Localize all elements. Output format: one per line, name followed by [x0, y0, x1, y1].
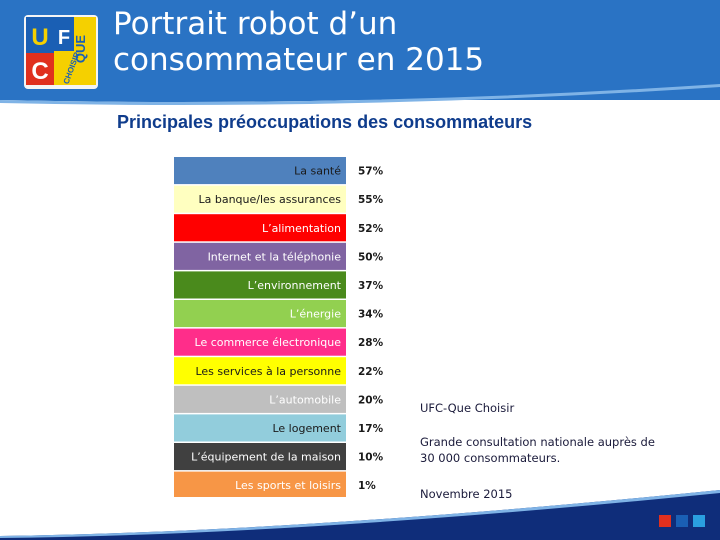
svg-text:F: F [58, 27, 70, 49]
source-organization: UFC-Que Choisir [420, 401, 515, 415]
category-label-5: L’énergie [290, 308, 341, 321]
value-label-0: 57% [358, 166, 384, 178]
value-label-7: 22% [358, 366, 384, 378]
value-label-2: 52% [358, 223, 384, 235]
bar-2 [174, 214, 346, 242]
svg-text:QUE: QUE [73, 35, 88, 64]
bar-7 [174, 357, 346, 385]
bar-5 [174, 300, 346, 328]
bar-3 [174, 242, 346, 270]
value-label-3: 50% [358, 251, 384, 263]
value-label-8: 20% [358, 394, 384, 406]
category-label-1: La banque/les assurances [199, 193, 342, 206]
bar-10 [174, 443, 346, 471]
value-label-5: 34% [358, 309, 384, 321]
concerns-bar-chart: La santé 57% La banque/les assurances 55% L’… [174, 157, 384, 497]
category-label-7: Les services à la personne [195, 365, 341, 378]
bar-9 [174, 414, 346, 442]
footer-square-red [659, 515, 671, 527]
footer-square-blue [676, 515, 688, 527]
category-label-0: La santé [294, 165, 341, 178]
bar-6 [174, 328, 346, 356]
category-label-8: L’automobile [269, 393, 341, 406]
category-label-4: L’environnement [248, 279, 342, 292]
title-line-2: consommateur en 2015 [113, 42, 485, 78]
value-label-11: 1% [358, 480, 376, 492]
value-label-6: 28% [358, 337, 384, 349]
source-description: Grande consultation nationale auprès de … [420, 435, 655, 465]
bar-8 [174, 385, 346, 413]
value-label-10: 10% [358, 452, 384, 464]
value-label-4: 37% [358, 280, 384, 292]
category-label-3: Internet et la téléphonie [208, 250, 342, 263]
title-line-1: Portrait robot d’un [113, 6, 398, 42]
category-label-6: Le commerce électronique [195, 336, 342, 349]
header-swoosh [0, 78, 720, 105]
source-date: Novembre 2015 [420, 487, 513, 501]
bar-0 [174, 157, 346, 185]
bar-4 [174, 271, 346, 299]
svg-text:U: U [31, 24, 48, 51]
bar-1 [174, 185, 346, 213]
category-label-10: L’équipement de la maison [191, 451, 341, 464]
chart-subtitle: Principales préoccupations des consommat… [117, 112, 533, 132]
category-label-2: L’alimentation [262, 222, 341, 235]
bar-11 [174, 471, 346, 497]
svg-text:C: C [31, 58, 48, 85]
category-label-11: Les sports et loisirs [235, 479, 341, 492]
page-title: Portrait robot d’un consommateur en 2015 [113, 6, 673, 78]
footer-square-light-blue [693, 515, 705, 527]
ufc-que-choisir-logo: U F C QUE CHOISIR [24, 15, 98, 89]
footer-band [0, 490, 720, 540]
value-label-9: 17% [358, 423, 384, 435]
category-label-9: Le logement [272, 422, 341, 435]
value-label-1: 55% [358, 194, 384, 206]
